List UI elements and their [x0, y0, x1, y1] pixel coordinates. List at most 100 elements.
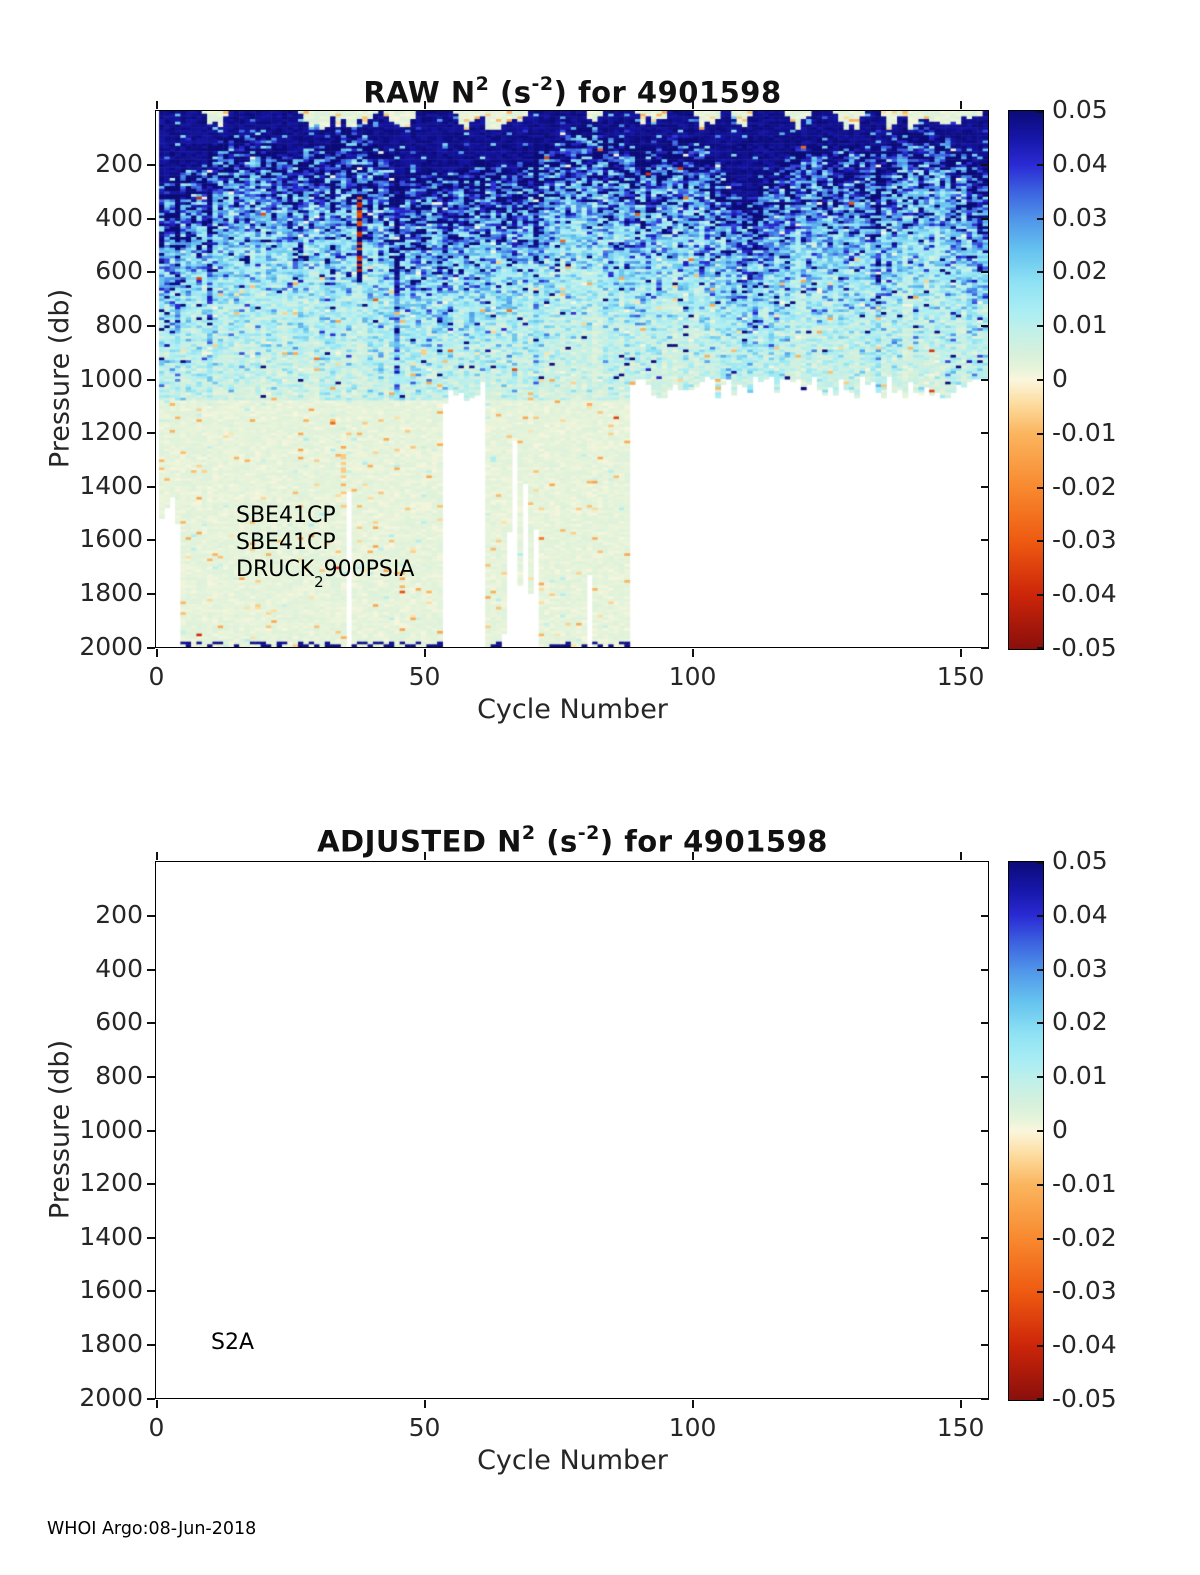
- y-tick-label: 400: [95, 202, 143, 232]
- colorbar-tick-label: 0.03: [1052, 202, 1108, 232]
- annotation-line: SBE41CP: [236, 530, 336, 555]
- y-tick-right: [980, 646, 989, 649]
- y-tick: [146, 1022, 155, 1025]
- y-tick: [146, 378, 155, 381]
- x-tick-label: 100: [668, 1412, 717, 1442]
- x-tick-top: [691, 101, 694, 109]
- y-tick: [146, 217, 155, 220]
- y-tick-label: 1400: [79, 1221, 143, 1251]
- colorbar-tick-label: 0.04: [1052, 148, 1108, 178]
- y-tick: [146, 1129, 155, 1132]
- y-tick: [146, 539, 155, 542]
- y-tick: [146, 485, 155, 488]
- x-tick: [423, 1400, 426, 1408]
- y-tick: [146, 432, 155, 435]
- raw-title-text: (s: [489, 75, 532, 110]
- y-tick-label: 800: [95, 1060, 143, 1090]
- colorbar-tick: [1037, 862, 1043, 864]
- x-tick-top: [959, 852, 962, 860]
- y-tick-right: [980, 592, 989, 595]
- y-tick-right: [980, 378, 989, 381]
- x-tick-top: [155, 101, 158, 109]
- colorbar-tick: [1037, 1076, 1043, 1079]
- colorbar-tick: [1037, 647, 1043, 649]
- colorbar-tick: [1037, 594, 1043, 597]
- raw-plot-title: RAW N2 (s-2) for 4901598: [155, 73, 990, 110]
- x-tick-label: 50: [408, 1412, 441, 1442]
- colorbar-tick-label: -0.03: [1052, 1276, 1117, 1306]
- y-tick-right: [980, 915, 989, 918]
- colorbar-tick-label: -0.01: [1052, 1168, 1117, 1198]
- y-tick-label: 1600: [79, 524, 143, 554]
- y-tick-label: 1200: [79, 1168, 143, 1198]
- y-tick-right: [980, 1022, 989, 1025]
- annotation-line: SBE41CP: [236, 503, 336, 528]
- x-tick: [691, 649, 694, 657]
- colorbar-tick: [1037, 217, 1043, 220]
- colorbar-tick-label: 0.03: [1052, 953, 1108, 983]
- x-tick: [959, 649, 962, 657]
- y-tick-label: 400: [95, 953, 143, 983]
- raw-x-axis-label: Cycle Number: [477, 694, 668, 725]
- y-tick-right: [980, 1129, 989, 1132]
- adjusted-title-text: ) for 4901598: [599, 824, 828, 859]
- colorbar-tick-label: -0.02: [1052, 471, 1117, 501]
- y-tick-label: 200: [95, 149, 143, 179]
- colorbar-tick-label: 0.05: [1052, 846, 1108, 875]
- colorbar-tick: [1037, 1183, 1043, 1186]
- y-tick-label: 1200: [79, 417, 143, 447]
- adjusted-x-axis-label: Cycle Number: [477, 1445, 668, 1476]
- y-tick-label: 200: [95, 900, 143, 930]
- y-tick: [146, 1343, 155, 1346]
- colorbar-tick: [1037, 271, 1043, 274]
- y-tick-right: [980, 485, 989, 488]
- y-tick: [146, 646, 155, 649]
- x-tick-label: 0: [148, 661, 165, 691]
- y-tick-label: 1800: [79, 577, 143, 607]
- colorbar-tick-label: -0.04: [1052, 1330, 1117, 1360]
- annotation-line: S2A: [211, 1330, 255, 1355]
- x-tick-label: 100: [668, 661, 717, 691]
- colorbar-tick: [1037, 111, 1043, 113]
- x-tick-label: 0: [148, 1412, 165, 1442]
- y-tick: [146, 1397, 155, 1400]
- y-tick-right: [980, 968, 989, 971]
- y-tick: [146, 1236, 155, 1239]
- y-tick: [146, 1075, 155, 1078]
- y-tick-label: 1400: [79, 470, 143, 500]
- raw-title-superscript: 2: [475, 73, 490, 95]
- y-tick-label: 600: [95, 1007, 143, 1037]
- y-tick: [146, 164, 155, 167]
- colorbar-tick-label: -0.05: [1052, 633, 1117, 662]
- y-tick-right: [980, 217, 989, 220]
- adjusted-title-superscript: 2: [521, 822, 536, 844]
- colorbar-tick: [1037, 968, 1043, 971]
- y-tick-label: 800: [95, 309, 143, 339]
- adjusted-plot-area: S2A: [155, 861, 989, 1399]
- colorbar-tick: [1037, 325, 1043, 328]
- raw-title-text: RAW N: [363, 75, 476, 110]
- colorbar-tick-label: -0.03: [1052, 525, 1117, 555]
- x-tick-top: [691, 852, 694, 860]
- colorbar-tick-label: -0.01: [1052, 417, 1117, 447]
- y-tick: [146, 915, 155, 918]
- y-tick-right: [980, 1290, 989, 1293]
- adjusted-colorbar: [1008, 861, 1044, 1401]
- x-tick-label: 150: [936, 1412, 985, 1442]
- adjusted-title-text: ADJUSTED N: [317, 824, 522, 859]
- colorbar-tick-label: 0.04: [1052, 899, 1108, 929]
- y-tick-right: [980, 432, 989, 435]
- adjusted-title-text: (s: [535, 824, 578, 859]
- colorbar-tick: [1037, 379, 1043, 381]
- y-tick-label: 1600: [79, 1275, 143, 1305]
- colorbar-tick-label: 0.01: [1052, 1061, 1108, 1091]
- colorbar-tick-label: -0.05: [1052, 1384, 1117, 1413]
- x-tick: [155, 1400, 158, 1408]
- y-tick: [146, 271, 155, 274]
- colorbar-tick: [1037, 914, 1043, 917]
- x-tick-top: [423, 101, 426, 109]
- y-tick-right: [980, 1343, 989, 1346]
- y-tick-label: 2000: [79, 1382, 143, 1412]
- adjusted-plot-title: ADJUSTED N2 (s-2) for 4901598: [155, 822, 990, 859]
- y-tick-right: [980, 1397, 989, 1400]
